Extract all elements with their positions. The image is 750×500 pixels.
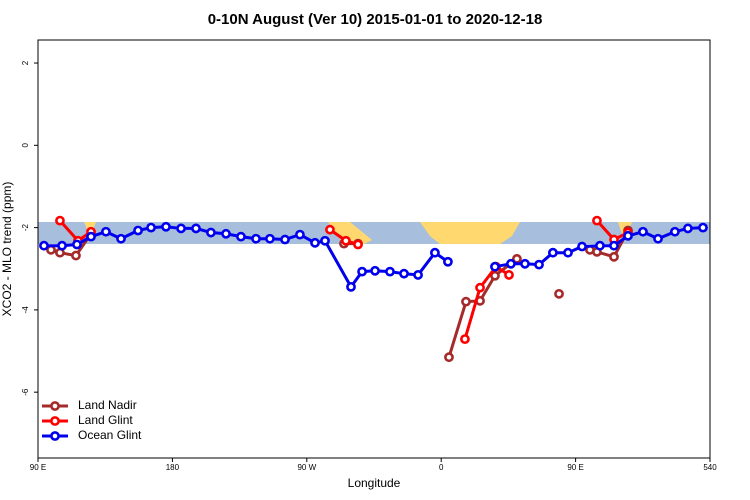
data-point — [461, 296, 471, 307]
data-point — [176, 223, 186, 234]
data-point — [86, 231, 96, 242]
data-point — [191, 223, 201, 234]
data-point — [609, 240, 619, 251]
data-point — [577, 241, 587, 252]
data-point — [206, 227, 216, 238]
series-line — [50, 229, 630, 358]
data-point — [520, 258, 530, 269]
legend-label: Land Nadir — [78, 398, 137, 412]
data-point — [265, 233, 275, 244]
data-point — [146, 222, 156, 233]
x-axis-label: Longitude — [348, 476, 401, 490]
data-point — [623, 230, 633, 241]
data-point — [310, 237, 320, 248]
data-point — [682, 223, 693, 234]
data-point — [504, 270, 514, 280]
data-point — [325, 224, 335, 235]
data-point — [370, 265, 380, 276]
ocean-band — [38, 222, 710, 244]
legend-marker — [50, 431, 60, 441]
legend-marker — [50, 401, 60, 411]
map-strip — [38, 222, 710, 244]
x-tick-label: 90 E — [567, 463, 583, 472]
y-tick-label: -4 — [21, 306, 30, 314]
data-point — [133, 225, 143, 236]
land-patch — [420, 222, 520, 244]
data-point — [698, 222, 708, 233]
x-tick-label: 0 — [439, 463, 444, 472]
y-tick-label: 0 — [21, 143, 30, 148]
legend-label: Land Glint — [78, 413, 133, 427]
data-point — [444, 352, 454, 363]
y-tick-label: -6 — [21, 388, 30, 396]
data-point — [490, 270, 500, 281]
data-point — [280, 234, 290, 245]
data-point — [506, 258, 516, 269]
legend-marker — [50, 416, 60, 426]
data-point — [251, 233, 261, 244]
chart-title: 0-10N August (Ver 10) 2015-01-01 to 2020… — [208, 11, 543, 28]
data-point — [653, 233, 663, 244]
data-point — [71, 250, 81, 261]
data-point — [399, 268, 409, 279]
x-tick-label: 180 — [166, 463, 180, 472]
data-point — [39, 240, 49, 251]
data-point — [592, 215, 602, 226]
data-point — [443, 256, 453, 267]
data-point — [55, 215, 65, 226]
data-point — [57, 240, 67, 251]
data-point — [101, 226, 111, 237]
data-point — [548, 247, 558, 258]
y-axis-label: XCO2 - MLO trend (ppm) — [0, 182, 14, 317]
data-point — [341, 235, 351, 246]
data-point — [357, 266, 367, 277]
data-point — [413, 270, 423, 280]
data-point — [534, 259, 544, 270]
x-tick-label: 540 — [703, 463, 717, 472]
data-point — [554, 288, 564, 299]
data-point — [320, 235, 330, 246]
data-point — [116, 233, 126, 244]
data-point — [295, 229, 305, 240]
data-point — [609, 251, 619, 262]
data-point — [353, 239, 363, 250]
legend-label: Ocean Glint — [78, 428, 142, 442]
data-point — [385, 266, 395, 277]
data-point — [563, 247, 573, 258]
data-point — [346, 281, 356, 292]
data-point — [638, 226, 648, 237]
y-tick-label: 2 — [21, 60, 30, 65]
data-point — [475, 282, 485, 293]
x-tick-label: 90 E — [30, 463, 46, 472]
data-point — [460, 334, 470, 345]
data-point — [236, 231, 246, 242]
data-point — [430, 247, 440, 258]
data-point — [72, 239, 82, 250]
x-tick-label: 90 W — [297, 463, 316, 472]
land-patch — [328, 222, 372, 244]
y-tick-label: -2 — [21, 224, 30, 232]
data-point — [490, 261, 500, 272]
data-point — [595, 240, 605, 251]
plot-frame — [37, 39, 711, 459]
data-point — [221, 228, 231, 239]
data-point — [670, 226, 680, 237]
data-point — [161, 221, 171, 232]
